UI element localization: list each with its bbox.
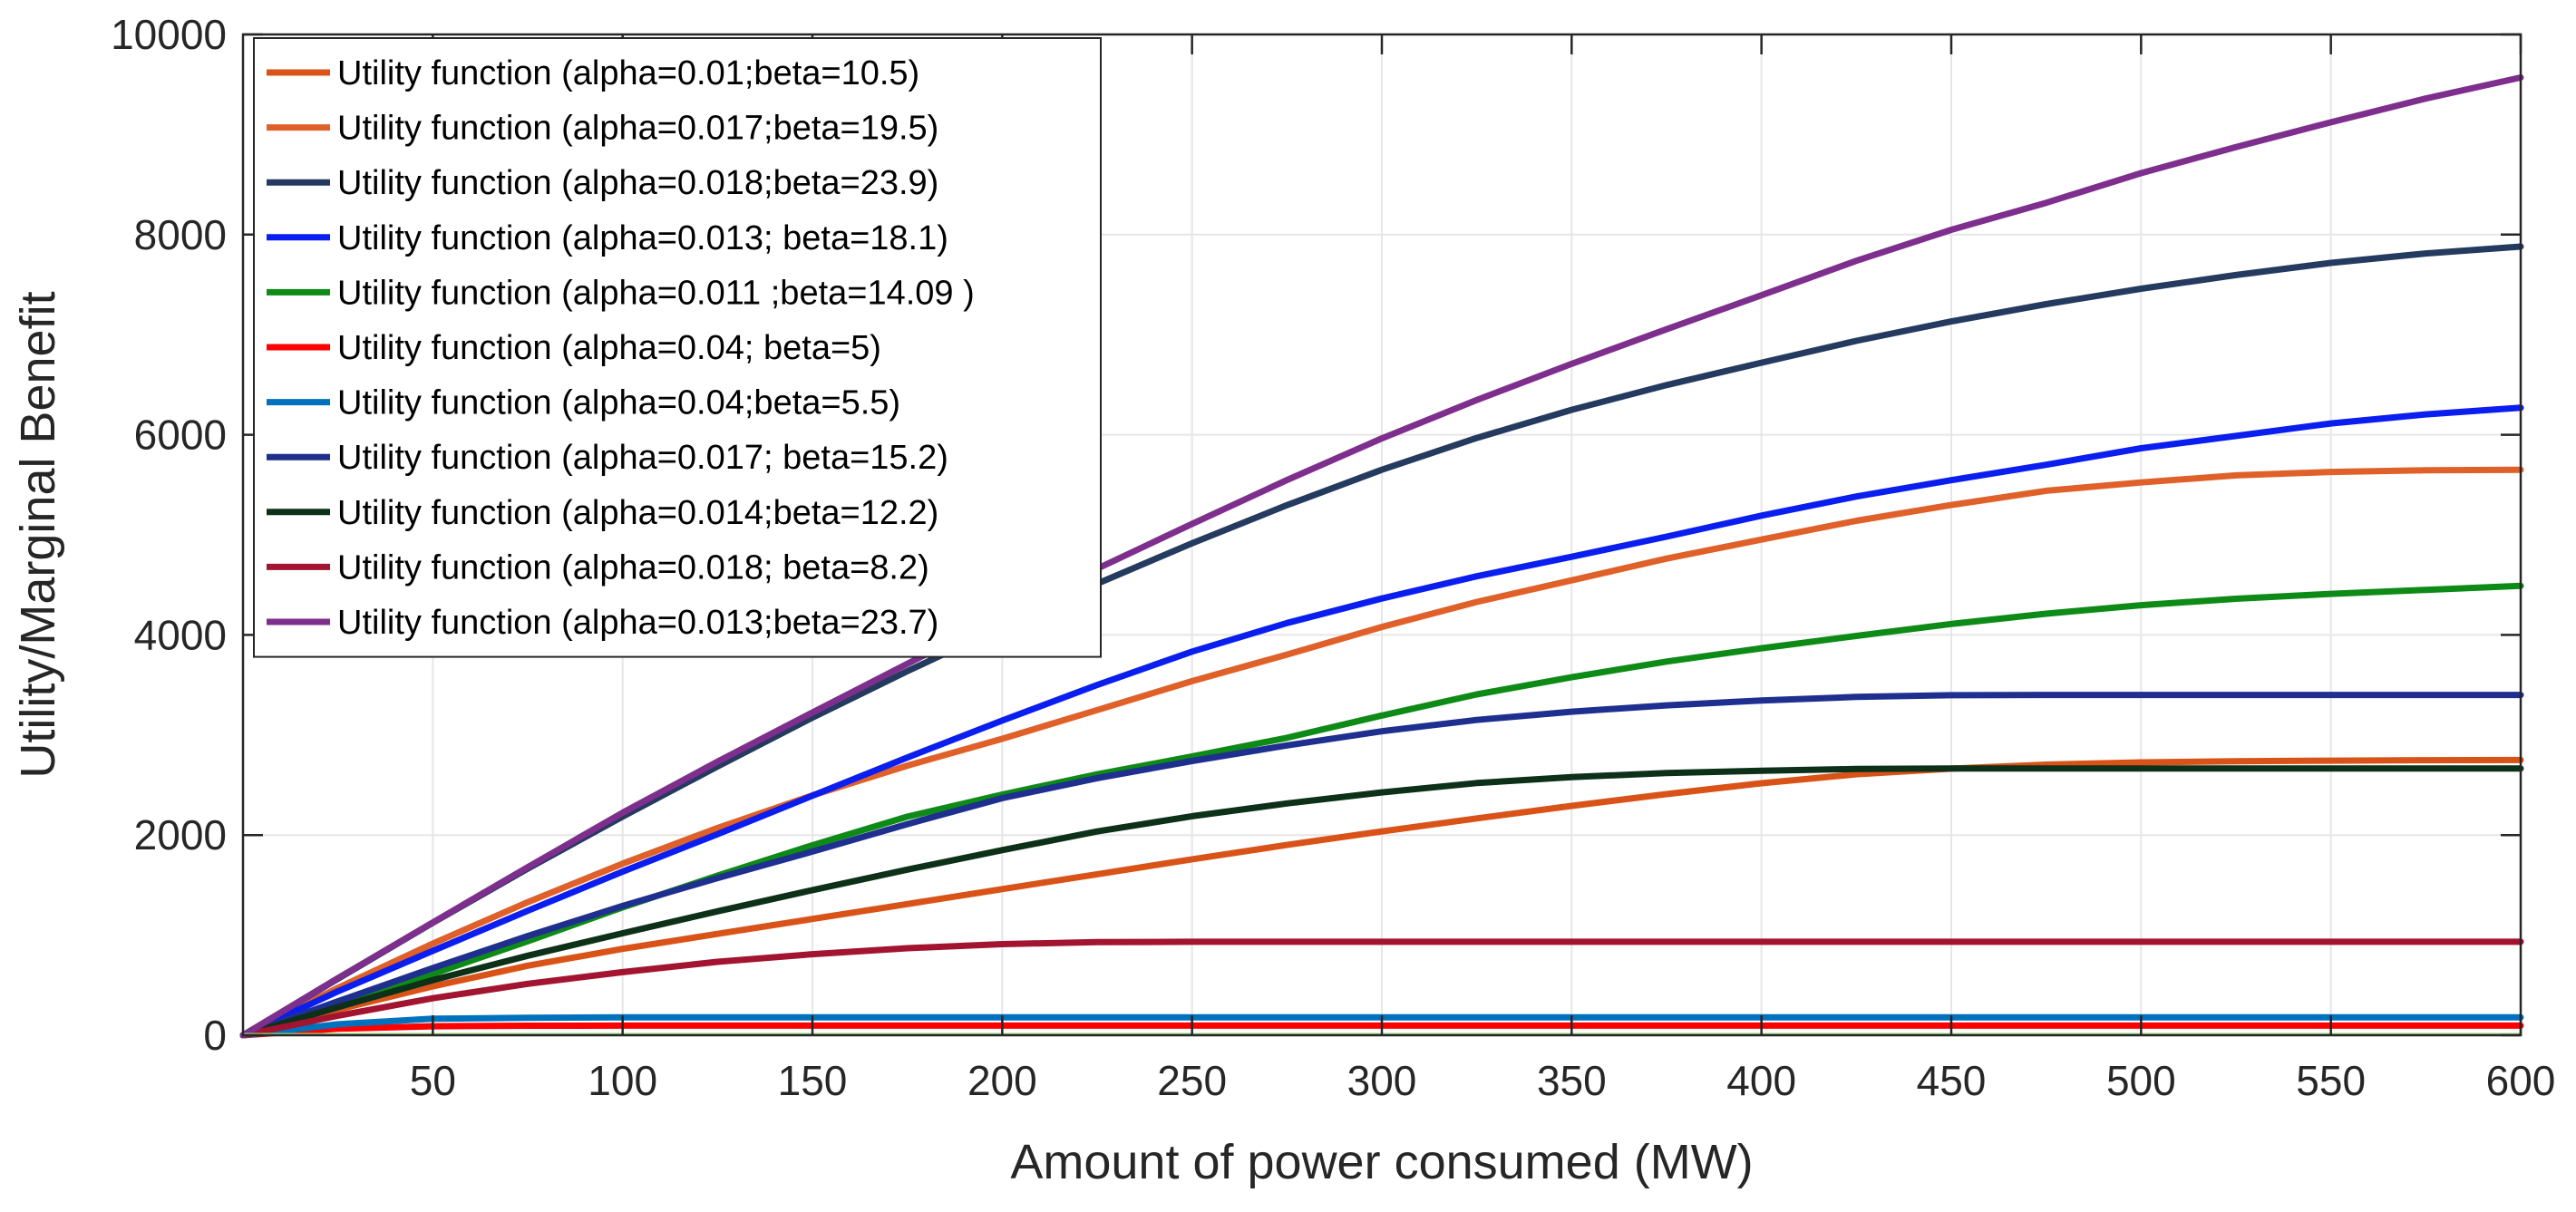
x-tick-label: 300 xyxy=(1347,1057,1417,1104)
x-tick-label: 500 xyxy=(2106,1057,2176,1104)
x-tick-label: 50 xyxy=(410,1057,456,1104)
x-tick-label: 250 xyxy=(1157,1057,1227,1104)
series-line-3 xyxy=(239,243,2524,1039)
legend-label-9: Utility function (alpha=0.014;beta=12.2) xyxy=(337,494,938,532)
legend-label-2: Utility function (alpha=0.017;beta=19.5) xyxy=(337,110,938,148)
legend-label-5: Utility function (alpha=0.011 ;beta=14.0… xyxy=(337,274,975,312)
x-tick-label: 150 xyxy=(778,1057,848,1104)
legend-label-3: Utility function (alpha=0.018;beta=23.9) xyxy=(337,164,938,202)
y-tick-label: 10000 xyxy=(111,11,227,58)
x-tick-label: 450 xyxy=(1917,1057,1987,1104)
legend-label-10: Utility function (alpha=0.018; beta=8.2) xyxy=(337,548,929,587)
x-tick-label: 550 xyxy=(2296,1057,2366,1104)
legend-box xyxy=(253,37,1102,658)
y-tick-label: 4000 xyxy=(134,611,227,658)
y-tick-label: 2000 xyxy=(134,811,227,858)
series-line-11 xyxy=(239,74,2524,1039)
legend-label-1: Utility function (alpha=0.01;beta=10.5) xyxy=(337,54,919,92)
x-tick-label: 600 xyxy=(2486,1057,2556,1104)
y-tick-label: 8000 xyxy=(134,211,227,258)
series-line-1 xyxy=(239,756,2524,1039)
x-tick-label: 200 xyxy=(967,1057,1037,1104)
y-tick-label: 0 xyxy=(203,1012,227,1059)
legend: Utility function (alpha=0.01;beta=10.5) U… xyxy=(253,37,1102,658)
legend-label-7: Utility function (alpha=0.04;beta=5.5) xyxy=(337,384,900,422)
series-line-9 xyxy=(239,765,2524,1039)
x-axis-title: Amount of power consumed (MW) xyxy=(1010,1135,1753,1189)
x-tick-label: 100 xyxy=(588,1057,657,1104)
legend-label-8: Utility function (alpha=0.017; beta=15.2… xyxy=(337,439,948,477)
series-line-8 xyxy=(239,692,2524,1039)
y-tick-label: 6000 xyxy=(134,412,227,459)
series-line-10 xyxy=(239,938,2524,1039)
series-line-2 xyxy=(239,466,2524,1039)
tick-labels: 50 100 150 200 250 300 350 400 450 500 550 60002000… xyxy=(111,11,2555,1104)
legend-label-6: Utility function (alpha=0.04; beta=5) xyxy=(337,329,881,367)
legend-label-4: Utility function (alpha=0.013; beta=18.1… xyxy=(337,219,948,257)
legend-label-11: Utility function (alpha=0.013;beta=23.7) xyxy=(337,604,938,642)
x-tick-label: 400 xyxy=(1726,1057,1796,1104)
y-axis-title: Utility/Marginal Benefit xyxy=(11,291,65,778)
series-line-4 xyxy=(239,404,2524,1039)
x-tick-label: 350 xyxy=(1537,1057,1607,1104)
